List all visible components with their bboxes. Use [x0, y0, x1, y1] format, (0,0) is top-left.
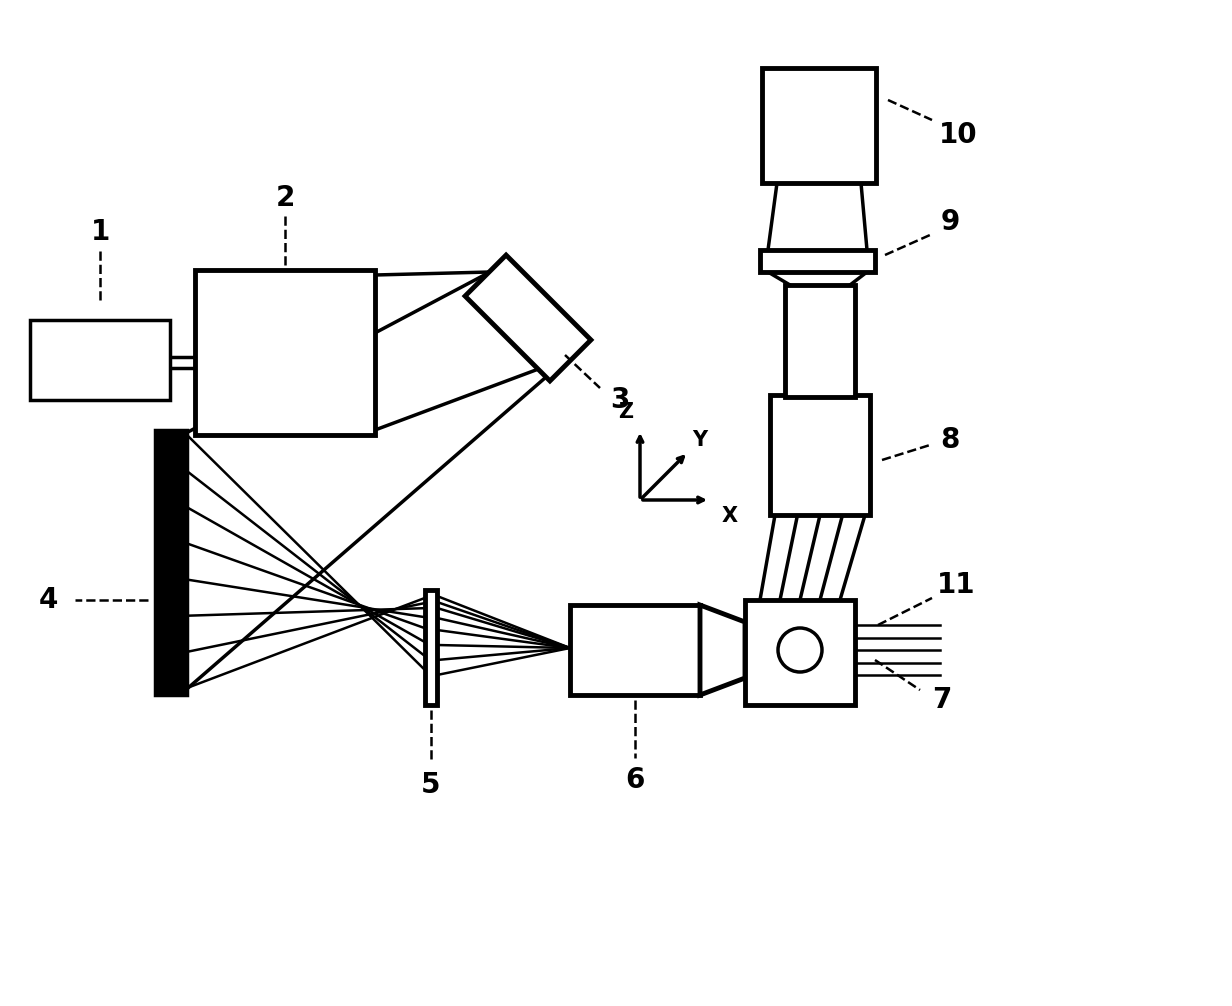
Text: 10: 10 — [939, 121, 977, 149]
Circle shape — [777, 628, 822, 672]
Text: Y: Y — [692, 430, 707, 450]
Bar — [763, 68, 876, 183]
Text: 2: 2 — [275, 184, 294, 212]
Text: X: X — [722, 506, 738, 526]
Bar — [155, 430, 187, 695]
Text: 1: 1 — [90, 218, 110, 246]
Bar — [570, 605, 700, 695]
Text: 6: 6 — [626, 766, 644, 794]
Bar — [745, 600, 855, 705]
Bar — [195, 270, 375, 435]
Text: 7: 7 — [933, 686, 951, 714]
Bar — [425, 590, 437, 705]
Polygon shape — [700, 605, 745, 695]
Text: 5: 5 — [421, 771, 441, 799]
Text: Z: Z — [618, 402, 633, 422]
Bar — [760, 250, 875, 272]
Bar — [785, 285, 855, 397]
Bar — [770, 395, 870, 515]
Polygon shape — [464, 256, 591, 381]
Bar — [30, 320, 170, 400]
Text: 3: 3 — [610, 386, 630, 414]
Text: 11: 11 — [936, 571, 976, 599]
Text: 4: 4 — [38, 586, 58, 614]
Text: 8: 8 — [940, 426, 960, 454]
Text: 9: 9 — [940, 208, 960, 236]
